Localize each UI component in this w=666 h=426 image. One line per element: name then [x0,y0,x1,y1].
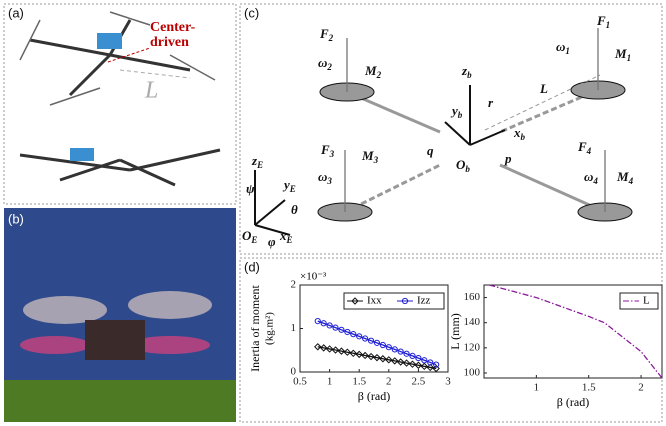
symbol: M [361,148,374,163]
panel-label: (c) [244,5,259,20]
diagram-label: ψ [246,181,255,196]
symbol: ψ [246,181,255,196]
diagram-label: φ [268,234,276,249]
symbol: ω [584,169,593,184]
panel-label: (d) [244,259,260,274]
subscript: b [467,70,472,80]
diagram-label: L [539,81,548,96]
symbol: φ [268,234,276,249]
symbol: F [319,26,329,41]
symbol: p [504,151,512,166]
diagram-label: p [504,151,512,166]
symbol: q [427,143,434,158]
legend-label: Ixx [367,295,382,307]
propeller-blur [20,336,90,354]
y-tick-label: 2 [291,279,297,291]
y-axis-label: Inertia of moment [248,285,262,372]
panel-label: (b) [8,211,24,226]
subscript: E [289,184,296,194]
grass [4,380,236,422]
subscript: 3 [329,149,335,159]
axis-multiplier: ×10⁻³ [300,271,327,283]
subscript: E [256,160,263,170]
symbol: F [596,13,606,28]
symbol: θ [291,202,298,217]
subscript: 1 [627,53,632,63]
y-axis-label: L (mm) [448,313,462,350]
y-tick-label: 100 [464,367,481,379]
annotation-line: Center- [150,20,196,35]
panel-label: (a) [8,5,24,20]
subscript: b [521,132,526,142]
diagram-label: θ [291,202,298,217]
symbol: L [539,81,548,96]
y-tick-label: 140 [464,316,481,328]
subscript: b [465,164,470,174]
x-axis-label: β (rad) [358,389,390,403]
annotation-line: driven [150,35,189,50]
symbol: F [320,142,330,157]
subscript: 2 [376,70,382,80]
symbol: M [614,46,627,61]
propeller-blur [128,291,212,319]
x-axis-label: β (rad) [557,395,589,409]
subscript: b [458,110,463,120]
subscript: E [286,235,293,245]
y-tick-label: 160 [464,291,481,303]
subscript: 4 [586,146,592,156]
battery [70,148,94,161]
subscript: 3 [326,176,332,186]
x-tick-label: 1 [534,382,540,394]
x-tick-label: 1.5 [352,376,366,388]
x-tick-label: 1.5 [582,382,596,394]
length-label: L [144,78,158,104]
legend-label: L [643,295,650,307]
legend-label: Izz [417,295,431,307]
propeller-blur [23,296,107,324]
symbol: ω [318,169,327,184]
battery [97,33,122,49]
x-tick-label: 2.5 [412,376,426,388]
x-tick-label: 1 [327,376,333,388]
figure: (a)(b)(c)(d)Center-drivenLF2ω2M2F1ω1M1zb… [0,0,666,426]
symbol: ω [556,39,565,54]
symbol: M [616,169,629,184]
subscript: 1 [565,46,570,56]
subscript: 4 [592,176,598,186]
symbol: F [577,139,587,154]
y-axis-unit: (kg.m²) [264,312,276,345]
symbol: ω [318,55,327,70]
subscript: E [250,235,257,245]
subscript: 2 [326,62,332,72]
y-tick-label: 0 [291,366,297,378]
x-tick-label: 2 [386,376,392,388]
drone-body [85,320,145,360]
y-tick-label: 120 [464,341,481,353]
y-tick-label: 1 [291,322,297,334]
subscript: 1 [606,20,611,30]
subscript: 4 [628,176,634,186]
x-tick-label: 2 [638,382,644,394]
x-tick-label: 3 [445,376,451,388]
diagram-label: q [427,143,434,158]
subscript: 3 [373,155,379,165]
annotation: Center-driven [150,20,196,50]
subscript: 2 [328,33,334,43]
symbol: M [364,63,377,78]
